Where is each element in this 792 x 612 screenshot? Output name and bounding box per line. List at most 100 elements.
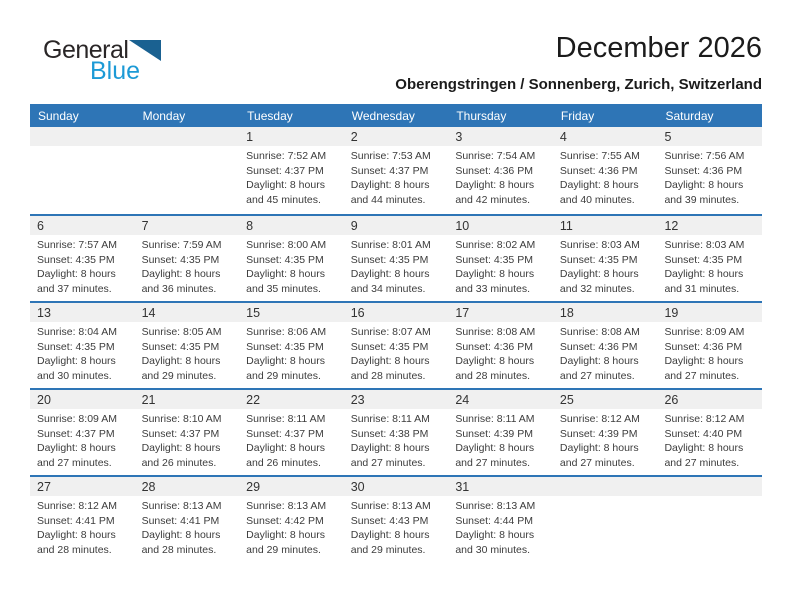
sunset-text: Sunset: 4:35 PM [37, 340, 115, 353]
day-cell-20: 20 Sunrise: 8:09 AM Sunset: 4:37 PM Dayligh… [30, 390, 135, 475]
weekday-header-thursday: Thursday [456, 108, 507, 123]
sunrise-text: Sunrise: 8:00 AM [246, 239, 327, 251]
day-details: Sunrise: 8:01 AM Sunset: 4:35 PM Daylight:… [344, 235, 449, 296]
daylight-text: Daylight: 8 hours and 42 minutes. [455, 179, 535, 206]
day-cell-23: 23 Sunrise: 8:11 AM Sunset: 4:38 PM Dayligh… [343, 390, 449, 475]
day-details: Sunrise: 8:09 AM Sunset: 4:36 PM Daylight:… [657, 322, 762, 383]
sunset-text: Sunset: 4:37 PM [141, 427, 220, 440]
sunset-text: Sunset: 4:42 PM [246, 514, 324, 527]
daylight-text: Daylight: 8 hours and 44 minutes. [350, 179, 430, 206]
weekday-header-row: Sunday Monday Tuesday Wednesday Thursday Frid… [30, 104, 762, 127]
day-cell-31: 31 Sunrise: 8:13 AM Sunset: 4:44 PM Dayligh… [448, 477, 553, 562]
day-number: 18 [552, 303, 658, 322]
day-details: Sunrise: 8:03 AM Sunset: 4:35 PM Daylight:… [553, 235, 658, 296]
day-number [30, 127, 135, 146]
sunrise-text: Sunrise: 8:02 AM [455, 239, 536, 251]
sunset-text: Sunset: 4:35 PM [664, 253, 743, 266]
sunset-text: Sunset: 4:43 PM [350, 514, 429, 527]
daylight-text: Daylight: 8 hours and 36 minutes. [141, 268, 221, 295]
day-number: 14 [134, 303, 240, 322]
day-number: 22 [239, 390, 344, 409]
week-row: 13 Sunrise: 8:04 AM Sunset: 4:35 PM Dayligh… [30, 301, 763, 388]
sunrise-text: Sunrise: 8:08 AM [455, 326, 536, 338]
day-number: 29 [239, 477, 344, 496]
day-cell-empty [30, 127, 135, 214]
day-number: 9 [343, 216, 449, 235]
sunrise-text: Sunrise: 8:13 AM [350, 500, 431, 512]
week-row: 6 Sunrise: 7:57 AM Sunset: 4:35 PM Daylight… [30, 214, 763, 301]
day-cell-9: 9 Sunrise: 8:01 AM Sunset: 4:35 PM Daylight… [343, 216, 449, 301]
week-row: 27 Sunrise: 8:12 AM Sunset: 4:41 PM Dayligh… [30, 475, 763, 562]
sunset-text: Sunset: 4:36 PM [455, 164, 533, 177]
day-details: Sunrise: 8:02 AM Sunset: 4:35 PM Daylight:… [448, 235, 553, 296]
day-details: Sunrise: 8:08 AM Sunset: 4:36 PM Daylight:… [448, 322, 553, 383]
day-cell-29: 29 Sunrise: 8:13 AM Sunset: 4:42 PM Dayligh… [239, 477, 344, 562]
day-number: 13 [30, 303, 135, 322]
sunrise-text: Sunrise: 8:11 AM [455, 413, 535, 425]
logo-text-general: General [43, 36, 129, 64]
day-number: 4 [552, 127, 658, 146]
sunset-text: Sunset: 4:35 PM [559, 253, 638, 266]
day-details: Sunrise: 8:11 AM Sunset: 4:38 PM Daylight:… [344, 409, 449, 470]
sunrise-text: Sunrise: 8:13 AM [141, 500, 222, 512]
daylight-text: Daylight: 8 hours and 33 minutes. [455, 268, 535, 295]
sunrise-text: Sunrise: 7:55 AM [559, 150, 640, 162]
day-number: 3 [448, 127, 553, 146]
day-cell-28: 28 Sunrise: 8:13 AM Sunset: 4:41 PM Dayligh… [134, 477, 240, 562]
sunset-text: Sunset: 4:44 PM [455, 514, 533, 527]
sunset-text: Sunset: 4:36 PM [664, 340, 743, 353]
weekday-header-saturday: Saturday [665, 108, 714, 123]
day-number: 10 [448, 216, 553, 235]
sunset-text: Sunset: 4:35 PM [350, 253, 429, 266]
day-number: 26 [657, 390, 763, 409]
day-details: Sunrise: 7:54 AM Sunset: 4:36 PM Daylight:… [448, 146, 553, 207]
general-blue-logo: General Blue [43, 38, 183, 90]
daylight-text: Daylight: 8 hours and 26 minutes. [246, 442, 325, 469]
sunset-text: Sunset: 4:39 PM [455, 427, 533, 440]
location-subtitle: Oberengstringen / Sonnenberg, Zurich, Sw… [395, 76, 762, 93]
sunrise-text: Sunrise: 8:12 AM [37, 500, 117, 512]
day-number: 8 [239, 216, 344, 235]
day-number: 1 [239, 127, 344, 146]
day-cell-11: 11 Sunrise: 8:03 AM Sunset: 4:35 PM Dayligh… [552, 216, 658, 301]
day-cell-18: 18 Sunrise: 8:08 AM Sunset: 4:36 PM Dayligh… [552, 303, 658, 388]
day-number: 15 [239, 303, 344, 322]
day-number [657, 477, 763, 496]
sunrise-text: Sunrise: 8:03 AM [664, 239, 745, 251]
sunset-text: Sunset: 4:36 PM [559, 164, 638, 177]
sunrise-text: Sunrise: 7:52 AM [246, 150, 327, 162]
day-details: Sunrise: 8:11 AM Sunset: 4:37 PM Daylight:… [239, 409, 344, 470]
sunrise-text: Sunrise: 8:13 AM [246, 500, 327, 512]
daylight-text: Daylight: 8 hours and 45 minutes. [246, 179, 325, 206]
weekday-header-sunday: Sunday [38, 108, 79, 123]
weekday-header-friday: Friday [560, 108, 595, 123]
day-details: Sunrise: 8:12 AM Sunset: 4:39 PM Daylight:… [553, 409, 658, 470]
day-details: Sunrise: 7:55 AM Sunset: 4:36 PM Daylight:… [553, 146, 658, 207]
day-cell-10: 10 Sunrise: 8:02 AM Sunset: 4:35 PM Dayligh… [448, 216, 553, 301]
sunrise-text: Sunrise: 7:57 AM [37, 239, 117, 251]
daylight-text: Daylight: 8 hours and 32 minutes. [559, 268, 639, 295]
daylight-text: Daylight: 8 hours and 30 minutes. [455, 529, 535, 556]
day-details: Sunrise: 8:12 AM Sunset: 4:41 PM Daylight:… [30, 496, 135, 557]
day-details: Sunrise: 8:13 AM Sunset: 4:43 PM Daylight:… [344, 496, 449, 557]
daylight-text: Daylight: 8 hours and 28 minutes. [350, 355, 430, 382]
daylight-text: Daylight: 8 hours and 27 minutes. [664, 355, 744, 382]
day-number [134, 127, 240, 146]
sunset-text: Sunset: 4:35 PM [246, 340, 324, 353]
day-details: Sunrise: 8:13 AM Sunset: 4:42 PM Daylight:… [239, 496, 344, 557]
sunset-text: Sunset: 4:37 PM [350, 164, 429, 177]
day-cell-25: 25 Sunrise: 8:12 AM Sunset: 4:39 PM Dayligh… [552, 390, 658, 475]
day-number: 12 [657, 216, 763, 235]
sunrise-text: Sunrise: 7:54 AM [455, 150, 536, 162]
sunset-text: Sunset: 4:35 PM [37, 253, 115, 266]
daylight-text: Daylight: 8 hours and 27 minutes. [350, 442, 430, 469]
day-cell-7: 7 Sunrise: 7:59 AM Sunset: 4:35 PM Daylight… [134, 216, 240, 301]
sunset-text: Sunset: 4:36 PM [664, 164, 743, 177]
day-number: 28 [134, 477, 240, 496]
day-number: 31 [448, 477, 553, 496]
daylight-text: Daylight: 8 hours and 40 minutes. [559, 179, 639, 206]
sunrise-text: Sunrise: 8:11 AM [350, 413, 430, 425]
day-details: Sunrise: 7:57 AM Sunset: 4:35 PM Daylight:… [30, 235, 135, 296]
day-number: 25 [552, 390, 658, 409]
day-number: 16 [343, 303, 449, 322]
